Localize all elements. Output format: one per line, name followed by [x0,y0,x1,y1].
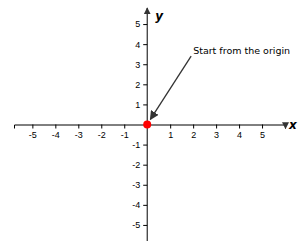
x-tick-mark [262,125,263,129]
y-tick: -1 [132,140,147,150]
y-tick: -5 [132,220,147,230]
y-tick-label: -5 [132,220,140,230]
x-tick-mark [78,125,79,129]
y-tick-mark [143,225,147,226]
y-tick-label: 1 [135,100,140,110]
y-tick-mark [143,84,147,85]
y-tick: 4 [135,40,147,50]
x-tick: -3 [75,125,83,140]
x-tick-label: -4 [52,130,60,140]
y-tick: 2 [135,80,147,90]
y-tick-label: 5 [135,19,140,29]
x-axis-label: x [288,118,298,132]
point [143,121,151,129]
y-tick: 1 [135,100,147,110]
x-tick: -5 [29,125,37,140]
y-tick-label: 3 [135,60,140,70]
x-tick-mark [170,125,171,129]
y-axis-label: y [155,9,164,23]
y-tick: -3 [132,180,147,190]
x-tick-mark [216,125,217,129]
x-tick-mark [101,125,102,129]
x-tick: 1 [168,125,173,140]
y-tick-label: -1 [132,140,140,150]
x-tick-label: -5 [29,130,37,140]
points [143,121,151,129]
x-tick-mark [32,125,33,129]
x-tick-label: -3 [75,130,83,140]
y-tick-label: -4 [132,200,140,210]
x-tick-label: 5 [260,130,265,140]
y-tick-mark [143,64,147,65]
x-tick-label: -1 [121,130,129,140]
x-tick-label: 3 [214,130,219,140]
x-tick-label: 2 [191,130,196,140]
x-tick: -2 [98,125,106,140]
x-tick-mark [193,125,194,129]
x-tick-label: 4 [237,130,242,140]
x-tick: 5 [260,125,265,140]
annotation-arrow [150,56,191,119]
y-tick-mark [143,44,147,45]
x-tick: 4 [237,125,242,140]
y-tick: 3 [135,60,147,70]
plot: -5 -4 -3 -2 -1 1 2 3 4 5 -5 -4 -3 -2 -1 1 2 3 4 5 x y Start fr… [15,8,299,241]
y-tick: -2 [132,160,147,170]
x-tick: -1 [121,125,129,140]
y-tick-mark [143,24,147,25]
x-tick-mark [239,125,240,129]
x-tick: 2 [191,125,196,140]
x-tick-label: -2 [98,130,106,140]
y-tick-mark [143,165,147,166]
y-tick: -4 [132,200,147,210]
x-tick: -4 [52,125,60,140]
y-tick-mark [143,205,147,206]
x-tick-mark [55,125,56,129]
x-tick: 3 [214,125,219,140]
y-tick-mark [143,145,147,146]
y-tick-label: 4 [135,40,140,50]
y-tick-label: -2 [132,160,140,170]
y-tick-mark [143,104,147,105]
y-tick: 5 [135,19,147,29]
y-tick-label: 2 [135,80,140,90]
y-tick-mark [143,185,147,186]
annotation: Start from the origin [193,45,290,56]
x-tick-label: 1 [168,130,173,140]
x-tick-mark [124,125,125,129]
y-tick-label: -3 [132,180,140,190]
chart: -5 -4 -3 -2 -1 1 2 3 4 5 -5 -4 -3 -2 -1 1 2 3 4 5 x y Start fr… [0,0,301,249]
